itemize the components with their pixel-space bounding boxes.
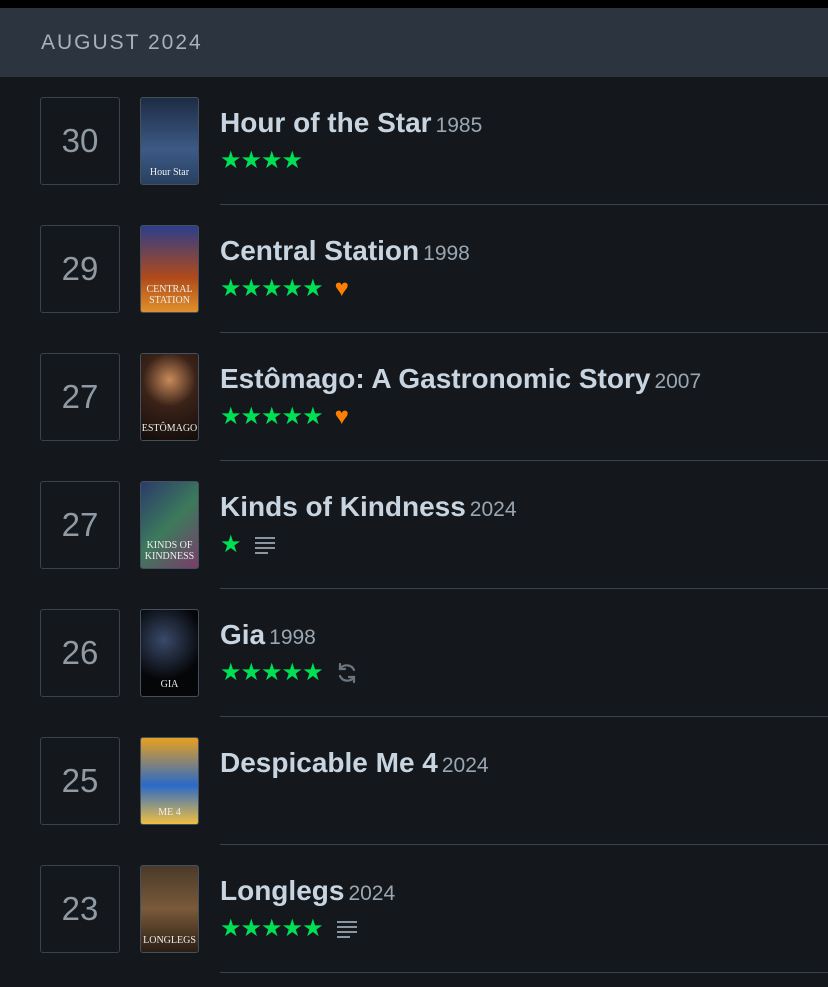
entry-day[interactable]: 30 (40, 97, 120, 185)
film-title[interactable]: Kinds of Kindness (220, 491, 466, 522)
entry-meta: ★★★★★ ♥ (220, 405, 349, 429)
film-year[interactable]: 2024 (441, 754, 489, 777)
heart-icon: ♥ (334, 275, 349, 302)
star-rating: ★★★★★ (220, 275, 324, 302)
film-title[interactable]: Longlegs (220, 875, 345, 906)
entry-day[interactable]: 23 (40, 865, 120, 953)
month-header: AUGUST 2024 (0, 8, 828, 77)
film-year[interactable]: 2007 (654, 370, 702, 393)
film-poster[interactable]: CENTRAL STATION (140, 225, 199, 313)
diary-entry[interactable]: 27 ESTÔMAGO Estômago: A Gastronomic Stor… (0, 333, 828, 461)
film-title[interactable]: Hour of the Star (220, 107, 432, 138)
film-title[interactable]: Despicable Me 4 (220, 747, 438, 778)
divider (220, 972, 828, 973)
divider (220, 332, 828, 333)
entry-meta: ★★★★★ (220, 917, 359, 941)
film-poster[interactable]: ME 4 (140, 737, 199, 825)
poster-text: Hour Star (149, 167, 190, 178)
poster-text: KINDS OF KINDNESS (144, 540, 195, 562)
film-title[interactable]: Gia (220, 619, 266, 650)
film-year[interactable]: 2024 (348, 882, 396, 905)
diary-entry[interactable]: 29 CENTRAL STATION Central Station 1998 ★… (0, 205, 828, 333)
film-year[interactable]: 1998 (269, 626, 316, 649)
film-title-line: Kinds of Kindness 2024 (220, 491, 517, 523)
film-poster[interactable]: KINDS OF KINDNESS (140, 481, 199, 569)
divider (220, 460, 828, 461)
film-title-line: Estômago: A Gastronomic Story 2007 (220, 363, 701, 395)
film-year[interactable]: 2024 (469, 498, 517, 521)
entry-meta: ★★★★★ ♥ (220, 277, 349, 301)
film-title[interactable]: Estômago: A Gastronomic Story (220, 363, 651, 394)
entry-day[interactable]: 27 (40, 481, 120, 569)
diary-entry[interactable]: 27 KINDS OF KINDNESS Kinds of Kindness 20… (0, 461, 828, 589)
top-bar (0, 0, 828, 8)
diary-entry[interactable]: 30 Hour Star Hour of the Star 1985 ★★★★ (0, 77, 828, 205)
film-year[interactable]: 1998 (423, 242, 470, 265)
star-rating: ★★★★★ (220, 659, 324, 686)
poster-text: GIA (160, 679, 179, 690)
diary-entry[interactable]: 26 GIA Gia 1998 ★★★★★ (0, 589, 828, 717)
star-rating: ★★★★ (220, 147, 303, 174)
diary-entry[interactable]: 23 LONGLEGS Longlegs 2024 ★★★★★ (0, 845, 828, 973)
star-rating: ★ (220, 531, 241, 558)
review-icon[interactable] (253, 535, 277, 555)
film-title-line: Gia 1998 (220, 619, 316, 651)
entry-meta: ★ (220, 533, 277, 557)
entry-meta: ★★★★★ (220, 661, 359, 685)
divider (220, 844, 828, 845)
entry-day[interactable]: 26 (40, 609, 120, 697)
diary-entry[interactable]: 25 ME 4 Despicable Me 4 2024 (0, 717, 828, 845)
film-poster[interactable]: ESTÔMAGO (140, 353, 199, 441)
divider (220, 588, 828, 589)
film-year[interactable]: 1985 (435, 114, 483, 137)
film-title-line: Central Station 1998 (220, 235, 470, 267)
rewatch-icon (335, 661, 359, 685)
film-title-line: Longlegs 2024 (220, 875, 395, 907)
entry-day[interactable]: 29 (40, 225, 120, 313)
entry-day[interactable]: 25 (40, 737, 120, 825)
diary-list: 30 Hour Star Hour of the Star 1985 ★★★★ 2… (0, 77, 828, 973)
heart-icon: ♥ (334, 403, 349, 430)
film-title[interactable]: Central Station (220, 235, 420, 266)
star-rating: ★★★★★ (220, 915, 324, 942)
poster-text: ME 4 (158, 807, 181, 818)
star-rating: ★★★★★ (220, 403, 324, 430)
film-title-line: Hour of the Star 1985 (220, 107, 482, 139)
review-icon[interactable] (335, 919, 359, 939)
entry-meta: ★★★★ (220, 147, 303, 174)
poster-text: LONGLEGS (143, 935, 196, 946)
entry-day[interactable]: 27 (40, 353, 120, 441)
film-title-line: Despicable Me 4 2024 (220, 747, 489, 779)
poster-text: CENTRAL STATION (146, 284, 193, 306)
film-poster[interactable]: Hour Star (140, 97, 199, 185)
divider (220, 204, 828, 205)
poster-text: ESTÔMAGO (141, 423, 198, 434)
month-label: AUGUST 2024 (41, 30, 203, 54)
film-poster[interactable]: LONGLEGS (140, 865, 199, 953)
divider (220, 716, 828, 717)
film-poster[interactable]: GIA (140, 609, 199, 697)
